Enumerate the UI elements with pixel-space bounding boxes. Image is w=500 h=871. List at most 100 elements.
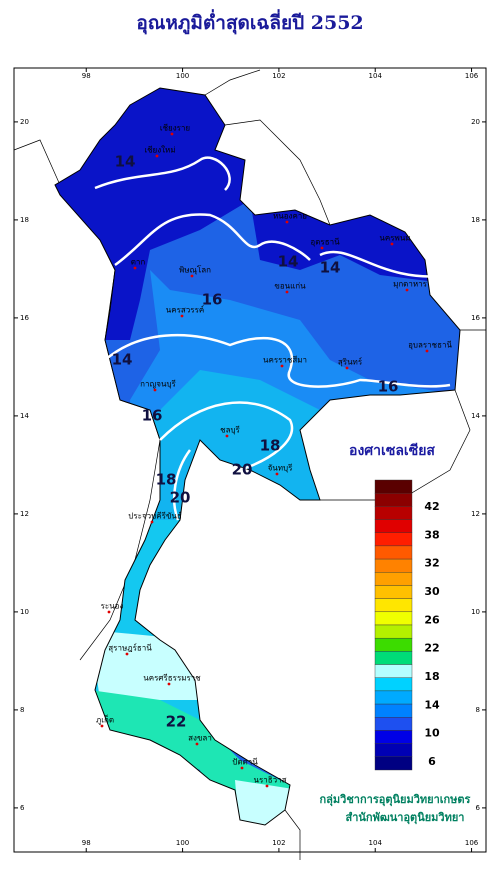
x-tick-label: 104 [369, 839, 383, 847]
legend-title: องศาเซลเซียส [349, 443, 435, 459]
legend-swatch [374, 624, 413, 639]
y-tick-label: 16 [471, 314, 480, 322]
y-tick-label: 14 [20, 412, 29, 420]
legend-label: 38 [424, 528, 439, 541]
contour-label: 14 [278, 253, 299, 271]
legend-label: 32 [424, 557, 439, 570]
y-tick-label: 8 [476, 706, 480, 714]
contour-lines [94, 156, 451, 521]
place-name: เชียงราย [160, 124, 190, 133]
place-dot [167, 682, 171, 686]
legend-swatch [374, 492, 413, 507]
place-name: ประจวบคีรีขันธ์ [128, 511, 182, 521]
legend-swatch [374, 598, 413, 613]
legend-swatch [374, 703, 413, 718]
y-tick-label: 18 [20, 216, 29, 224]
place-dot [320, 246, 324, 250]
x-tick-label: 98 [82, 72, 91, 80]
place-dot [265, 784, 269, 788]
place-name: พิษณุโลก [179, 265, 211, 275]
legend-swatch [374, 532, 413, 547]
place-dot [100, 724, 104, 728]
x-tick-label: 106 [465, 72, 479, 80]
contour-label: 18 [156, 471, 177, 489]
legend-swatch [374, 756, 413, 771]
place-name: จันทบุรี [268, 464, 294, 473]
legend-label: 18 [424, 670, 439, 683]
place-dot [225, 434, 229, 438]
legend-label: 10 [424, 727, 440, 740]
y-tick-label: 8 [20, 706, 24, 714]
place-dot [345, 366, 349, 370]
place-name: หนองคาย [273, 212, 307, 221]
legend-swatch [374, 558, 413, 573]
x-tick-label: 104 [369, 72, 383, 80]
place-name: นครสวรรค์ [166, 305, 204, 315]
place-dot [285, 220, 289, 224]
legend-swatch [374, 611, 413, 626]
place-name: ขอนแก่น [274, 282, 306, 291]
legend-label: 30 [424, 585, 440, 598]
credit-line: กลุ่มวิชาการอุตุนิยมวิทยาเกษตร [320, 793, 471, 807]
legend-swatch [374, 637, 413, 652]
x-tick-label: 98 [82, 839, 91, 847]
place-name: นครพนม [379, 234, 410, 243]
y-tick-label: 10 [20, 608, 29, 616]
contour-label: 20 [232, 461, 253, 479]
contour-label: 20 [170, 489, 191, 507]
place-dot [180, 314, 184, 318]
place-dot [285, 290, 289, 294]
place-dot [405, 288, 409, 292]
place-name: นครศรีธรรมราช [143, 674, 201, 683]
y-tick-label: 14 [471, 412, 480, 420]
contour-label: 16 [378, 378, 399, 396]
place-name: ระนอง [101, 602, 124, 611]
place-name: ชลบุรี [220, 426, 240, 435]
place-name: สุรินทร์ [338, 357, 363, 367]
legend-label: 22 [424, 642, 439, 655]
place-name: ปัตตานี [232, 758, 258, 767]
y-tick-label: 12 [20, 510, 29, 518]
contour-label: 18 [260, 437, 281, 455]
place-dot [425, 349, 429, 353]
place-dot [125, 652, 129, 656]
place-name: นราธิวาส [253, 776, 286, 785]
legend-label: 14 [424, 698, 440, 711]
legend-swatch [374, 572, 413, 586]
legend-swatch [374, 519, 413, 533]
contour-label: 14 [115, 153, 136, 171]
legend-swatch [374, 479, 413, 494]
contour-label: 14 [112, 351, 133, 369]
place-dot [170, 132, 174, 136]
place-dot [240, 766, 244, 770]
map-title: อุณหภูมิต่ำสุดเฉลี่ยปี 2552 [136, 9, 363, 35]
place-name: ตาก [131, 258, 146, 267]
place-dot [107, 610, 111, 614]
y-tick-label: 6 [20, 804, 25, 812]
legend-swatch [374, 545, 413, 560]
x-tick-label: 102 [272, 839, 285, 847]
place-dot [195, 742, 199, 746]
legend-swatch [374, 690, 413, 705]
contour-label: 16 [202, 291, 223, 309]
legend-swatch [374, 677, 413, 692]
legend-swatch [374, 664, 413, 678]
y-tick-label: 12 [471, 510, 480, 518]
place-name: สุราษฎร์ธานี [108, 643, 152, 653]
legend-swatch [374, 651, 413, 665]
legend-label: 26 [424, 613, 440, 626]
legend-swatch [374, 743, 413, 758]
legend-label: 6 [428, 755, 436, 768]
place-dot [275, 472, 279, 476]
legend-swatch [374, 585, 413, 599]
place-dot [155, 154, 159, 158]
place-dot [280, 364, 284, 368]
place-dot [190, 274, 194, 278]
place-dot [150, 520, 154, 524]
place-name: นครราชสีมา [263, 356, 307, 365]
y-tick-label: 20 [471, 118, 480, 126]
place-name: สงขลา [188, 734, 212, 743]
place-dot [133, 266, 137, 270]
y-tick-label: 20 [20, 118, 29, 126]
